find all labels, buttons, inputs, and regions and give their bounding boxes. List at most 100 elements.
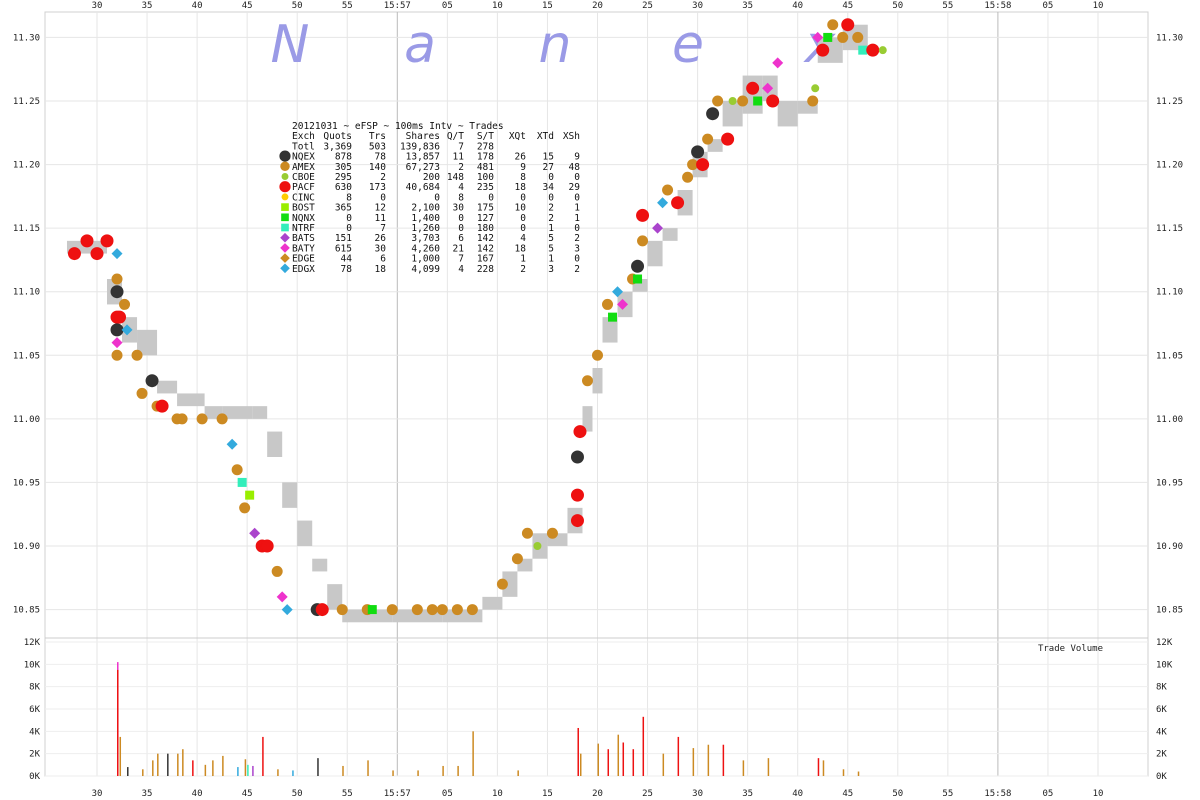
trade-marker-amex [687, 159, 699, 171]
volume-bar [577, 727, 579, 776]
volume-bar [192, 760, 194, 776]
volume-bar [117, 669, 119, 776]
legend-cell-shares: 0 [434, 192, 440, 203]
legend-cell-xtd: 5 [548, 243, 554, 254]
legend-title: 20121031 ~ eFSP ~ 100ms Intv ~ Trades [292, 121, 504, 132]
volume-bar [119, 736, 122, 776]
legend-cell-exch: NQNX [292, 213, 315, 224]
legend-cell-quots: 0 [346, 223, 352, 234]
legend-cell-quots: 305 [335, 162, 352, 173]
legend-cell-st: 235 [477, 182, 494, 193]
volume-bar [472, 731, 474, 776]
legend-cell-shares: 3,703 [411, 233, 440, 244]
trade-marker-pacf [260, 539, 274, 553]
trade-marker-amex [136, 387, 148, 399]
trade-marker-amex [637, 235, 649, 247]
volume-bar [457, 765, 459, 776]
legend-cell-exch: BATY [292, 243, 315, 254]
trade-marker-pacf [866, 43, 880, 57]
trade-marker-amex [196, 413, 208, 425]
legend-cell-quots: 0 [346, 213, 352, 224]
volume-bar [237, 767, 239, 776]
y-tick-label-left: 11.15 [13, 224, 40, 234]
legend-cell-trs: 2 [380, 172, 386, 183]
legend-cell-st: 127 [477, 213, 494, 224]
y-tick-label-left: 10.85 [13, 606, 40, 616]
legend-cell-shares: 40,684 [406, 182, 441, 193]
volume-bar [252, 765, 254, 776]
legend-marker-cboe [281, 173, 289, 180]
trade-marker-amex [436, 604, 448, 616]
volume-bar [622, 742, 625, 776]
nbbo-band-segment [297, 520, 313, 546]
y-tick-label-right: 11.05 [1156, 351, 1183, 361]
legend-cell-xqt: 0 [520, 192, 526, 203]
legend-cell-xqt: 10 [515, 203, 527, 214]
volume-bar [367, 760, 369, 776]
x-tick-label-top: 40 [792, 1, 803, 11]
x-tick-label-top: 10 [492, 1, 503, 11]
legend-cell-st: 0 [488, 192, 494, 203]
x-tick-label-bottom: 35 [742, 789, 753, 799]
x-tick-label-bottom: 10 [1093, 789, 1104, 799]
trade-marker-nqnx [823, 32, 833, 42]
x-tick-label-top: 35 [142, 1, 153, 11]
trade-volume-panel [117, 662, 860, 776]
trade-marker-amex [111, 349, 123, 361]
volume-tick-right: 8K [1156, 683, 1167, 693]
nbbo-band-segment [502, 571, 518, 597]
watermark-letter: n [539, 15, 572, 75]
x-tick-label-bottom: 50 [892, 789, 903, 799]
legend-header-cell: S/T [477, 131, 494, 142]
trade-marker-amex [466, 604, 478, 616]
trade-marker-pacf [841, 18, 855, 32]
legend-cell-shares: 13,857 [406, 152, 440, 163]
legend-cell-shares: 200 [423, 172, 440, 183]
legend-header-cell: Q/T [447, 131, 464, 142]
y-tick-label-right: 11.30 [1156, 33, 1183, 43]
legend-cell-exch: CINC [292, 192, 315, 203]
trade-marker-amex [239, 502, 251, 514]
legend-marker-cinc [281, 193, 289, 201]
legend-cell-trs: 18 [375, 264, 387, 275]
trade-marker-pacf [671, 196, 685, 210]
trade-marker-amex [386, 604, 398, 616]
legend-cell-exch: NTRF [292, 223, 315, 234]
trade-marker-amex [496, 578, 508, 590]
trade-marker-pacf [100, 234, 114, 248]
y-tick-label-right: 11.25 [1156, 97, 1183, 107]
volume-bar [417, 770, 419, 776]
nbbo-band-segment [157, 380, 178, 394]
trade-marker-baty [276, 591, 288, 603]
trade-marker-amex [737, 95, 749, 107]
legend-cell-qt: 7 [458, 254, 464, 265]
legend-cell-trs: 173 [369, 182, 386, 193]
nbbo-band-segment [647, 240, 663, 267]
volume-bar [707, 744, 710, 776]
volume-bar [277, 769, 279, 776]
y-tick-label-right: 11.20 [1156, 161, 1183, 171]
x-tick-label-bottom: 50 [292, 789, 303, 799]
y-tick-label-left: 11.20 [13, 161, 40, 171]
nbbo-band-segment [662, 228, 678, 241]
legend-marker-pacf [279, 181, 291, 193]
legend-cell-xtd: 0 [548, 172, 554, 183]
axis-labels: 30303535404045455050555515:5715:57050510… [13, 1, 1183, 799]
trade-marker-amex [231, 464, 243, 476]
watermark-letter: e [672, 15, 704, 75]
volume-bar [177, 753, 179, 776]
x-tick-label-top: 25 [642, 1, 653, 11]
volume-bar [182, 749, 184, 776]
x-tick-label-top: 05 [442, 1, 453, 11]
trade-volume-label: Trade Volume [1038, 644, 1103, 654]
trade-marker-nqex [706, 107, 720, 121]
volume-bar [607, 749, 610, 776]
legend-cell-xsh: 1 [574, 213, 580, 224]
trade-marker-nqex [570, 450, 584, 464]
legend-cell-st: 180 [477, 223, 494, 234]
legend-cell-quots: 630 [335, 182, 352, 193]
trade-marker-ntrf [858, 45, 868, 55]
y-tick-label-right: 10.90 [1156, 542, 1183, 552]
y-tick-label-left: 11.05 [13, 351, 40, 361]
legend-cell-quots: 295 [335, 172, 352, 183]
